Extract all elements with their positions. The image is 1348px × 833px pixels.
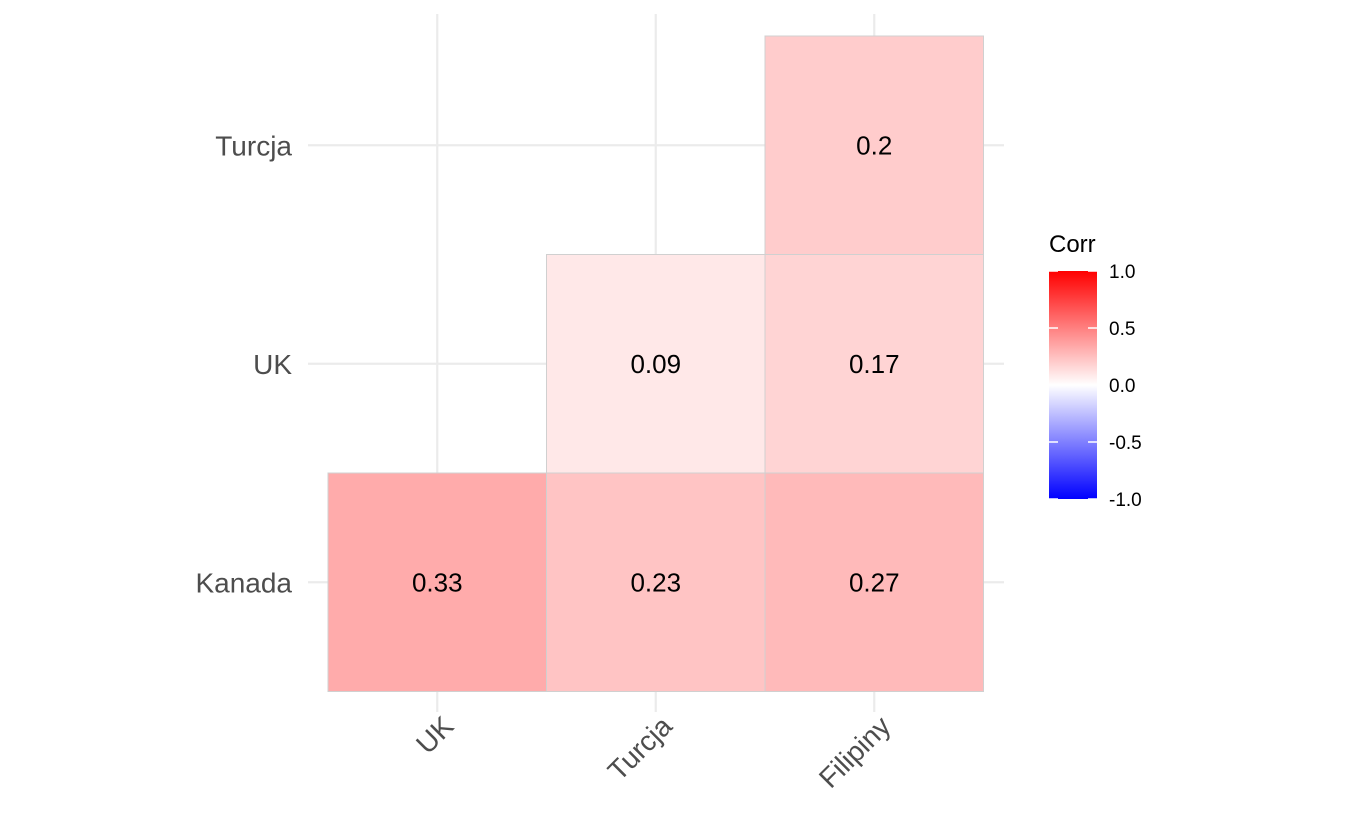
cell-value-label: 0.17 xyxy=(849,349,900,379)
heatmap-cell xyxy=(764,254,984,474)
y-axis-ticks: Kanada UK Turcja xyxy=(195,130,292,598)
heatmap-cell xyxy=(764,472,984,692)
heatmap-cell xyxy=(327,472,547,692)
x-tick-label: UK xyxy=(410,710,460,760)
y-tick-label: Turcja xyxy=(215,130,292,161)
cell-value-label: 0.2 xyxy=(856,130,892,160)
legend: Corr 1.0 0.5 0.0 -0.5 -1.0 xyxy=(1049,231,1142,511)
legend-ticks: 1.0 0.5 0.0 -0.5 -1.0 xyxy=(1049,262,1142,511)
legend-tick-label: -1.0 xyxy=(1109,490,1142,511)
x-tick-label: Filipiny xyxy=(813,710,897,794)
heatmap-cell xyxy=(546,254,766,474)
cell-labels: 0.33 0.23 0.27 0.09 0.17 0.2 xyxy=(412,130,900,597)
heatmap-cell xyxy=(764,35,984,255)
heatmap-cells xyxy=(327,35,984,692)
cell-value-label: 0.09 xyxy=(630,349,681,379)
y-tick-label: Kanada xyxy=(195,567,292,598)
cell-value-label: 0.27 xyxy=(849,567,900,597)
legend-tick-label: -0.5 xyxy=(1109,433,1142,454)
legend-title: Corr xyxy=(1049,231,1096,258)
x-tick-label: Turcja xyxy=(602,710,678,786)
legend-tick-label: 0.0 xyxy=(1109,376,1135,397)
legend-tick-label: 0.5 xyxy=(1109,319,1135,340)
cell-value-label: 0.33 xyxy=(412,567,463,597)
y-tick-label: UK xyxy=(253,349,292,380)
legend-tick-label: 1.0 xyxy=(1109,262,1135,283)
cell-value-label: 0.23 xyxy=(630,567,681,597)
x-axis-ticks: UK Turcja Filipiny xyxy=(410,710,896,794)
